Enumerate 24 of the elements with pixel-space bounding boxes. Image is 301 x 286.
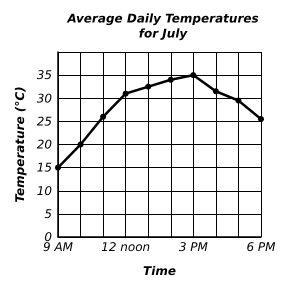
point bbox=[78, 142, 84, 148]
point bbox=[122, 90, 129, 97]
chart-title: Average Daily Temperatures for July bbox=[66, 12, 259, 40]
y-tick-label: 20 bbox=[36, 138, 52, 152]
x-tick-label: 3 PM bbox=[178, 240, 208, 254]
y-tick-label: 10 bbox=[36, 184, 52, 198]
x-tick-label: 12 noon bbox=[101, 240, 150, 254]
y-tick-label: 30 bbox=[36, 91, 52, 106]
y-tick-label: 35 bbox=[36, 68, 52, 82]
y-tick-label: 25 bbox=[36, 114, 52, 128]
x-axis-title: Time bbox=[143, 264, 176, 278]
x-tick-label: 9 AM bbox=[42, 240, 74, 254]
y-tick-label: 15 bbox=[36, 160, 52, 175]
point bbox=[235, 98, 242, 104]
point bbox=[190, 72, 196, 78]
x-tick-label: 6 PM bbox=[246, 240, 276, 254]
point bbox=[258, 116, 264, 122]
point bbox=[212, 88, 219, 94]
y-axis-title: Temperature (°C) bbox=[12, 86, 27, 203]
point bbox=[168, 76, 174, 83]
point bbox=[55, 164, 61, 171]
point bbox=[145, 84, 152, 90]
y-tick-label: 5 bbox=[44, 206, 52, 221]
point bbox=[100, 114, 106, 120]
